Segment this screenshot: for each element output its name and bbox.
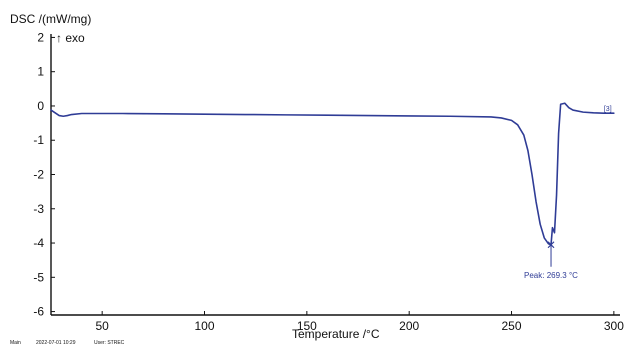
x-tick-label: 200: [399, 319, 419, 333]
x-tick-label: 100: [194, 319, 214, 333]
y-tick-label: -3: [33, 202, 44, 216]
footer-main-label: Main: [10, 340, 21, 346]
curve-id-label: [3]: [604, 106, 612, 113]
y-tick-label: -5: [33, 270, 44, 284]
series-group: [50, 102, 615, 246]
y-tick-label: -2: [33, 168, 44, 182]
x-axis-label: Temperature /°C: [292, 327, 380, 341]
peak-group: Peak: 269.3 °C: [524, 241, 578, 280]
exo-direction-label: ↑ exo: [56, 31, 85, 45]
footer-timestamp: 2022-07-01 10:29: [36, 340, 76, 346]
x-tick-labels-group: 50 100 150 200 250 300: [95, 319, 624, 333]
y-tick-label: -6: [33, 305, 44, 319]
peak-marker: [547, 241, 555, 249]
x-tick-label: 50: [95, 319, 109, 333]
y-tick-label: 2: [37, 30, 44, 44]
y-tick-label: 1: [37, 65, 44, 79]
x-ticks-group: [101, 311, 615, 315]
x-tick-label: 300: [604, 319, 624, 333]
footer-user-label: User: STREC: [94, 340, 125, 346]
y-tick-label: -1: [33, 133, 44, 147]
x-tick-label: 150: [297, 319, 317, 333]
y-tick-labels-group: 2 1 0 -1 -2 -3 -4 -5 -6: [33, 30, 44, 318]
peak-annotation-label: Peak: 269.3 °C: [524, 271, 578, 280]
y-axis-label: DSC /(mW/mg): [10, 12, 91, 26]
dsc-curve-series: [50, 102, 615, 246]
y-tick-label: -4: [33, 236, 44, 250]
y-tick-label: 0: [37, 99, 44, 113]
x-tick-label: 250: [502, 319, 522, 333]
y-ticks-group: [51, 36, 55, 313]
